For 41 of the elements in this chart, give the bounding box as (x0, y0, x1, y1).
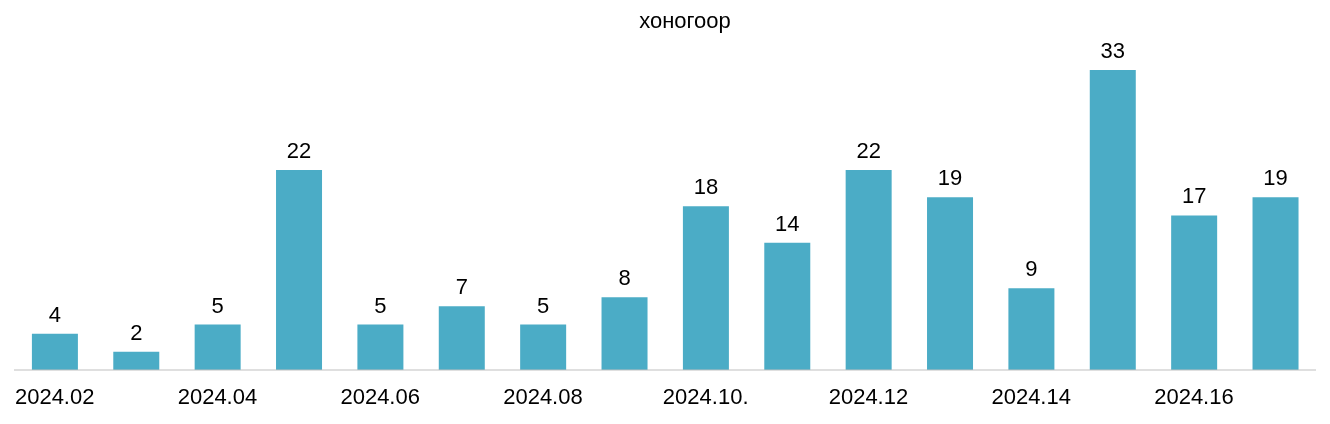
data-label: 7 (455, 274, 468, 300)
bar (357, 324, 404, 370)
chart-title: хоногоор (638, 8, 732, 34)
data-label: 9 (1025, 256, 1038, 282)
data-label: 14 (775, 210, 800, 236)
bar (601, 297, 648, 370)
data-label: 22 (856, 138, 881, 163)
bar (764, 242, 811, 370)
bar (1089, 70, 1136, 370)
data-label: 17 (1181, 183, 1207, 209)
x-tick-label: 2024.08 (503, 383, 583, 409)
x-tick-label: 2024.02 (14, 383, 95, 409)
bar (113, 351, 160, 370)
bar (194, 324, 241, 370)
x-tick-label: 2024.04 (177, 383, 258, 409)
data-label: 5 (211, 292, 224, 318)
data-label: 19 (937, 165, 963, 191)
data-label: 5 (374, 292, 387, 318)
data-label: 22 (286, 138, 312, 163)
bar (1008, 288, 1055, 370)
bar (845, 170, 892, 370)
x-tick-label: 2024.16 (1154, 383, 1234, 409)
bar (1252, 197, 1299, 370)
x-tick-label: 2024.06 (340, 383, 420, 409)
bar (1171, 215, 1218, 370)
data-label: 33 (1100, 38, 1126, 63)
bar (31, 333, 78, 370)
x-tick-label: 2024.10. (662, 383, 749, 409)
bar (438, 306, 485, 370)
data-label: 19 (1263, 165, 1288, 191)
data-label: 2 (130, 319, 143, 345)
data-label: 4 (48, 301, 62, 327)
bar (276, 170, 323, 370)
bar (927, 197, 974, 370)
data-label: 18 (693, 174, 719, 200)
bar (682, 206, 729, 370)
data-label: 5 (537, 292, 550, 318)
x-tick-label: 2024.12 (828, 383, 909, 409)
data-label: 8 (618, 265, 631, 291)
bar (520, 324, 567, 370)
x-tick-label: 2024.14 (991, 383, 1071, 409)
